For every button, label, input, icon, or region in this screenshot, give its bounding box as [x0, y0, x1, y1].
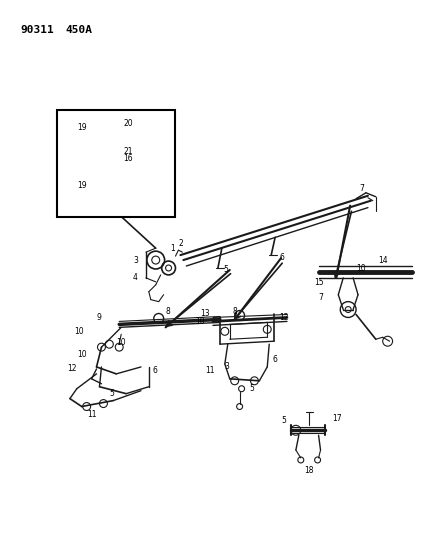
Text: 450A: 450A — [66, 25, 93, 35]
Text: 19: 19 — [77, 181, 87, 190]
Text: 10: 10 — [356, 264, 366, 273]
Text: 9: 9 — [97, 313, 101, 322]
Text: 12: 12 — [67, 365, 77, 374]
Text: 6: 6 — [279, 253, 284, 262]
Text: 20: 20 — [123, 119, 133, 128]
Text: 11: 11 — [87, 410, 96, 419]
Text: 14: 14 — [378, 255, 387, 264]
Text: 17: 17 — [333, 414, 342, 423]
Text: 10: 10 — [116, 338, 126, 346]
Text: 1: 1 — [170, 244, 175, 253]
Text: 5: 5 — [109, 389, 114, 398]
Text: 16: 16 — [123, 154, 133, 163]
Text: 6: 6 — [272, 354, 277, 364]
Text: 6: 6 — [153, 366, 158, 375]
Text: 10: 10 — [74, 327, 84, 336]
Text: 15: 15 — [314, 278, 324, 287]
Text: 18: 18 — [304, 466, 314, 475]
Text: 3: 3 — [225, 362, 230, 372]
Text: 7: 7 — [319, 293, 324, 302]
Bar — [57, 110, 176, 216]
Text: 90311: 90311 — [21, 25, 54, 35]
Text: 10: 10 — [77, 350, 87, 359]
Text: 4: 4 — [133, 273, 138, 282]
Text: 5: 5 — [224, 265, 229, 274]
Text: 21: 21 — [123, 147, 133, 156]
Text: 5: 5 — [281, 416, 286, 425]
Text: 11: 11 — [206, 366, 215, 375]
Text: 10: 10 — [195, 317, 205, 326]
Text: 13: 13 — [200, 309, 210, 318]
Text: 7: 7 — [360, 184, 365, 193]
Text: 12: 12 — [279, 313, 289, 322]
Text: 5: 5 — [249, 384, 254, 393]
Text: 8: 8 — [165, 307, 170, 316]
Text: 8: 8 — [233, 307, 238, 316]
Text: 19: 19 — [77, 123, 87, 132]
Text: 3: 3 — [133, 255, 138, 264]
Text: 2: 2 — [179, 239, 183, 248]
